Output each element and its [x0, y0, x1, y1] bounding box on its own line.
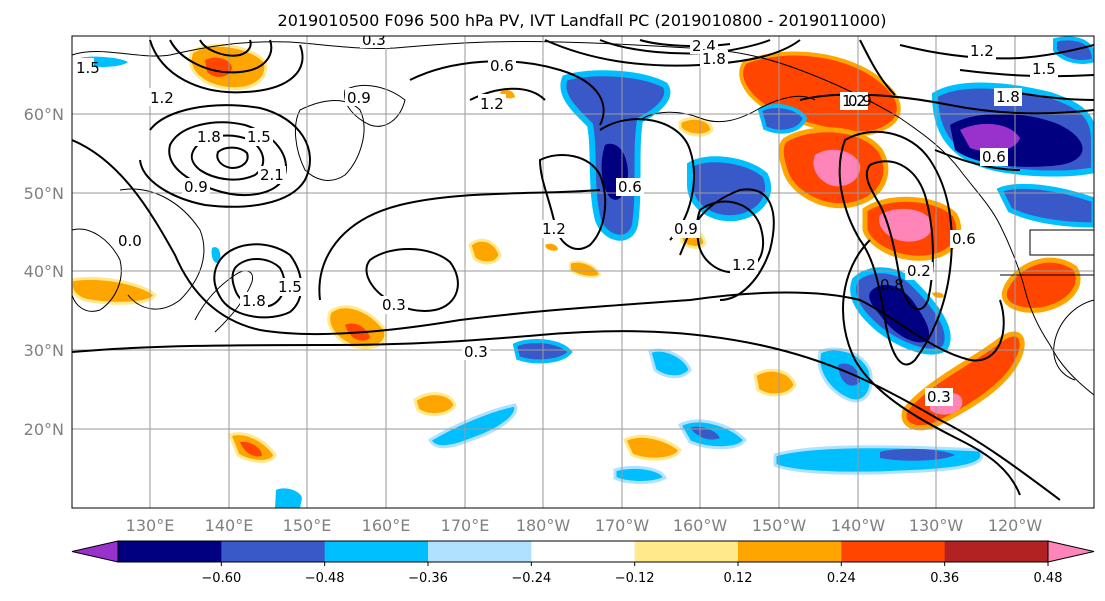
colorbar-tick-label: 0.24 — [827, 571, 856, 586]
contour-label: 1.2 — [970, 42, 994, 60]
colorbar-tick-label: −0.48 — [305, 571, 345, 586]
colorbar-tick-label: −0.12 — [615, 571, 655, 586]
contour-label: 1.5 — [1032, 60, 1056, 78]
colorbar-tick-label: 0.48 — [1034, 571, 1063, 586]
lon-label: 160°W — [673, 516, 728, 535]
colorbar-tick-label: 0.36 — [930, 571, 959, 586]
lon-label: 150°E — [283, 516, 332, 535]
colorbar-segment — [841, 541, 946, 562]
colorbar-border — [117, 540, 1049, 563]
colorbar-segment — [221, 541, 326, 562]
lat-label-30n: 30°N — [24, 341, 64, 360]
contour-label: 1.5 — [76, 59, 100, 77]
contour-label: 1.8 — [197, 128, 221, 146]
lon-label: 170°E — [441, 516, 490, 535]
contour-label: 0.9 — [347, 89, 371, 107]
lat-label-40n: 40°N — [24, 262, 64, 281]
contour-label: 1.2 — [732, 256, 756, 274]
contour-label: 0.8 — [880, 276, 904, 294]
lon-label: 140°W — [831, 516, 886, 535]
map-content: 0.3 0.6 1.2 2.4 1.8 1.2 1.5 1.5 1.8 1.2 … — [72, 31, 1094, 508]
colorbar-extend-min — [71, 540, 119, 563]
contour-label: 1.8 — [242, 292, 266, 310]
contour-label: 0.3 — [927, 388, 951, 406]
colorbar-tick-label: −0.24 — [511, 571, 551, 586]
contour-label: 0.6 — [490, 57, 514, 75]
contour-label: 1.8 — [996, 88, 1020, 106]
lon-label: 150°W — [752, 516, 807, 535]
lat-label-20n: 20°N — [24, 420, 64, 439]
contour-label: 2.1 — [260, 166, 284, 184]
pv-contours — [72, 39, 1094, 501]
contour-label: 0.3 — [464, 343, 488, 361]
lon-label: 160°E — [362, 516, 411, 535]
colorbar-tick-label: −0.36 — [408, 571, 448, 586]
colorbar-segment — [324, 541, 429, 562]
contour-label: 0.3 — [382, 296, 406, 314]
colorbar-segment — [944, 541, 1049, 562]
contour-label: 0.3 — [362, 31, 386, 49]
colorbar-segment — [531, 541, 636, 562]
colorbar: −0.60 −0.48 −0.36 −0.24 −0.12 0.12 0.24 0.36 0.4… — [71, 540, 1095, 586]
contour-label: 1.5 — [247, 128, 271, 146]
lon-label: 180°W — [516, 516, 571, 535]
colorbar-segment — [118, 541, 222, 562]
colorbar-segment — [738, 541, 842, 562]
contour-label: 0.9 — [848, 92, 872, 110]
latitude-labels: 60°N 50°N 40°N 30°N 20°N — [24, 105, 64, 439]
colorbar-tick-label: 0.12 — [724, 571, 753, 586]
contour-label: 1.8 — [702, 50, 726, 68]
positive-anomaly-shading — [72, 43, 1081, 463]
longitude-labels: 130°E 140°E 150°E 160°E 170°E 180°W 170°… — [126, 516, 1043, 535]
contour-label: 1.2 — [842, 92, 866, 110]
gridlines — [72, 36, 1094, 508]
contour-label: 0.0 — [118, 232, 142, 250]
lon-label: 170°W — [595, 516, 650, 535]
map-frame — [71, 35, 1095, 509]
contour-label: 0.6 — [982, 148, 1006, 166]
lat-label-50n: 50°N — [24, 184, 64, 203]
colorbar-extend-max — [1047, 540, 1095, 563]
contour-label: 0.2 — [907, 262, 931, 280]
lon-label: 140°E — [205, 516, 254, 535]
contour-label: 1.2 — [542, 220, 566, 238]
contour-label: 0.6 — [952, 230, 976, 248]
plot-title: 2019010500 F096 500 hPa PV, IVT Landfall… — [278, 11, 887, 30]
coastlines — [72, 41, 1094, 396]
colorbar-segment — [634, 541, 739, 562]
lat-label-60n: 60°N — [24, 105, 64, 124]
contour-label: 0.9 — [674, 220, 698, 238]
contour-label: 1.5 — [278, 278, 302, 296]
contour-label: 1.2 — [150, 89, 174, 107]
contour-label: 0.9 — [184, 178, 208, 196]
lon-label: 120°W — [988, 516, 1043, 535]
lon-label: 130°W — [909, 516, 964, 535]
colorbar-segment — [428, 541, 532, 562]
colorbar-tick-label: −0.60 — [201, 571, 241, 586]
lon-label: 130°E — [126, 516, 175, 535]
contour-labels: 0.3 0.6 1.2 2.4 1.8 1.2 1.5 1.5 1.8 1.2 … — [76, 31, 1058, 406]
contour-label: 1.2 — [480, 95, 504, 113]
contour-label: 0.6 — [618, 178, 642, 196]
